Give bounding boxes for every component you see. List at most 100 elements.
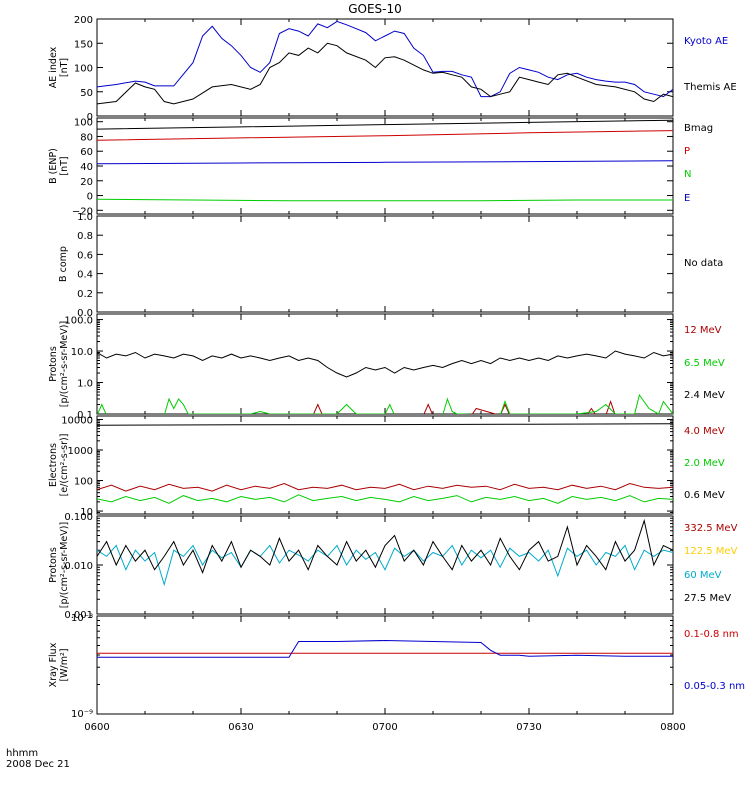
panel-frame [96, 615, 674, 715]
y-tick-label: 20 [80, 177, 93, 188]
y-axis-label: [e/(cm²-s-sr)] [59, 434, 70, 497]
series-line-n [97, 198, 673, 202]
legend-label: 332.5 MeV [684, 523, 738, 534]
y-tick-label: 100 [74, 64, 93, 75]
legend-label: 6.5 MeV [684, 358, 725, 369]
y-tick-label: 0.100 [64, 512, 93, 523]
legend-label: 0.6 MeV [684, 490, 725, 501]
panel-2: −20 0 20 40 60 80 100 B (ENP) [nT] Bmag P N E [48, 117, 713, 217]
y-tick-label: 40 [80, 162, 93, 173]
y-tick-label: 0.1 [77, 410, 93, 421]
x-tick-label: 0600 [84, 722, 109, 733]
series-group [97, 119, 673, 202]
series-line-0-6-mev [97, 423, 673, 426]
panel-3: 0.0 0.2 0.4 0.6 0.8 1.0 B comp No data [58, 212, 723, 319]
x-tick-label: 0800 [660, 722, 685, 733]
y-tick-label: 0.0 [77, 308, 93, 319]
y-tick-label: 100 [74, 118, 93, 129]
series-line-2-0-mev [97, 494, 673, 504]
y-axis-label: [W/m²] [59, 648, 70, 681]
y-tick-label: 1.0 [77, 212, 93, 223]
y-tick-label: 0.2 [77, 289, 93, 300]
y-axis-label: AE index [48, 46, 59, 88]
series-line-p [97, 130, 673, 141]
y-tick-label: 0.8 [77, 231, 93, 242]
series-line-27-5-mev [97, 518, 673, 574]
time-axis-label: hhmm [6, 748, 38, 759]
y-tick-label: 0.010 [64, 561, 93, 572]
series-line-e [97, 160, 673, 165]
legend-label: 2.0 MeV [684, 458, 725, 469]
y-tick-label: 60 [80, 147, 93, 158]
legend-label: 0.05-0.3 nm [684, 681, 745, 692]
y-tick-label: 10⁻⁹ [71, 709, 93, 720]
series-line-12-mev [215, 399, 616, 414]
legend-label: No data [684, 258, 723, 269]
legend-label: 27.5 MeV [684, 593, 731, 604]
legend-label: N [684, 169, 691, 180]
legend-label: 60 MeV [684, 570, 722, 581]
legend-label: Kyoto AE [684, 36, 728, 47]
date-label: 2008 Dec 21 [6, 759, 70, 770]
y-tick-label: −20 [72, 206, 93, 217]
figure-title: GOES-10 [348, 2, 402, 16]
y-axis-label: Protons [48, 547, 59, 583]
y-tick-label: 0 [87, 192, 93, 203]
panel-6: 0.001 0.010 0.100 Protons [p/(cm²-s-sr-MeV)]… [48, 512, 738, 621]
series-line-2-4-mev [97, 350, 673, 378]
y-tick-label: 1000 [68, 446, 93, 457]
legend-label: 2.4 MeV [684, 390, 725, 401]
legend-label: E [684, 193, 690, 204]
y-axis-label: Xray Flux [48, 642, 59, 687]
y-tick-label: 80 [80, 132, 93, 143]
y-tick-label: 100.0 [64, 316, 93, 327]
y-tick-label: 100 [74, 477, 93, 488]
legend-label: 122.5 MeV [684, 546, 738, 557]
panel-5: 10 100 1000 10000 Electrons [e/(cm²-s-sr)] 4.0… [48, 415, 725, 518]
x-tick-label: 0630 [228, 722, 253, 733]
y-tick-label: 0.4 [77, 270, 93, 281]
series-line-bmag [97, 119, 673, 130]
y-tick-label: 200 [74, 15, 93, 26]
y-tick-label: 10 [80, 507, 93, 518]
x-tick-label: 0700 [372, 722, 397, 733]
series-line-4-0-mev [97, 482, 673, 492]
y-axis-label: [p/(cm²-s-sr-MeV)] [59, 321, 70, 407]
panel-1: 0 50 100 150 200 AE index [nT] Kyoto AE Themis A… [48, 15, 737, 123]
series-line-60-mev [97, 544, 673, 587]
y-tick-label: 1.0 [77, 379, 93, 390]
panel-4: 0.1 1.0 10.0 100.0 Protons [p/(cm²-s-sr-MeV)]… [48, 313, 725, 421]
legend-label: 4.0 MeV [684, 426, 725, 437]
y-tick-label: 0.6 [77, 250, 93, 261]
series-group [97, 518, 673, 587]
y-axis-label: B (ENP) [48, 148, 59, 184]
y-axis-label: Protons [48, 346, 59, 382]
y-tick-label: 50 [80, 88, 93, 99]
y-tick-label: 10000 [61, 415, 93, 426]
series-line-themis-ae [97, 42, 673, 105]
series-line-0-05-0-3-nm [97, 639, 673, 658]
legend-label: Themis AE [683, 82, 737, 93]
series-line-6-5-mev [97, 393, 673, 414]
y-tick-label: 0.001 [64, 610, 93, 621]
y-tick-label: 150 [74, 39, 93, 50]
series-line-kyoto-ae [97, 20, 673, 98]
series-group [97, 20, 673, 105]
y-axis-label: [nT] [59, 58, 70, 77]
x-tick-label: 0730 [516, 722, 541, 733]
series-group [97, 350, 673, 414]
y-axis-label: B comp [58, 246, 69, 282]
y-axis-label: [p/(cm²-s-sr-MeV)] [59, 522, 70, 608]
series-group [97, 423, 673, 504]
panel-7: 10⁻⁸ 10⁻⁹ Xray Flux [W/m²] 0.1-0.8 nm 0.05-0.… [48, 613, 745, 720]
y-tick-label: 0 [87, 112, 93, 123]
y-tick-label: 10⁻⁸ [71, 613, 93, 624]
y-axis-label: Electrons [48, 443, 59, 487]
panel-frame [96, 215, 674, 313]
legend-label: 0.1-0.8 nm [684, 629, 739, 640]
series-group [97, 639, 673, 658]
legend-label: Bmag [684, 123, 713, 134]
y-tick-label: 10.0 [71, 347, 93, 358]
